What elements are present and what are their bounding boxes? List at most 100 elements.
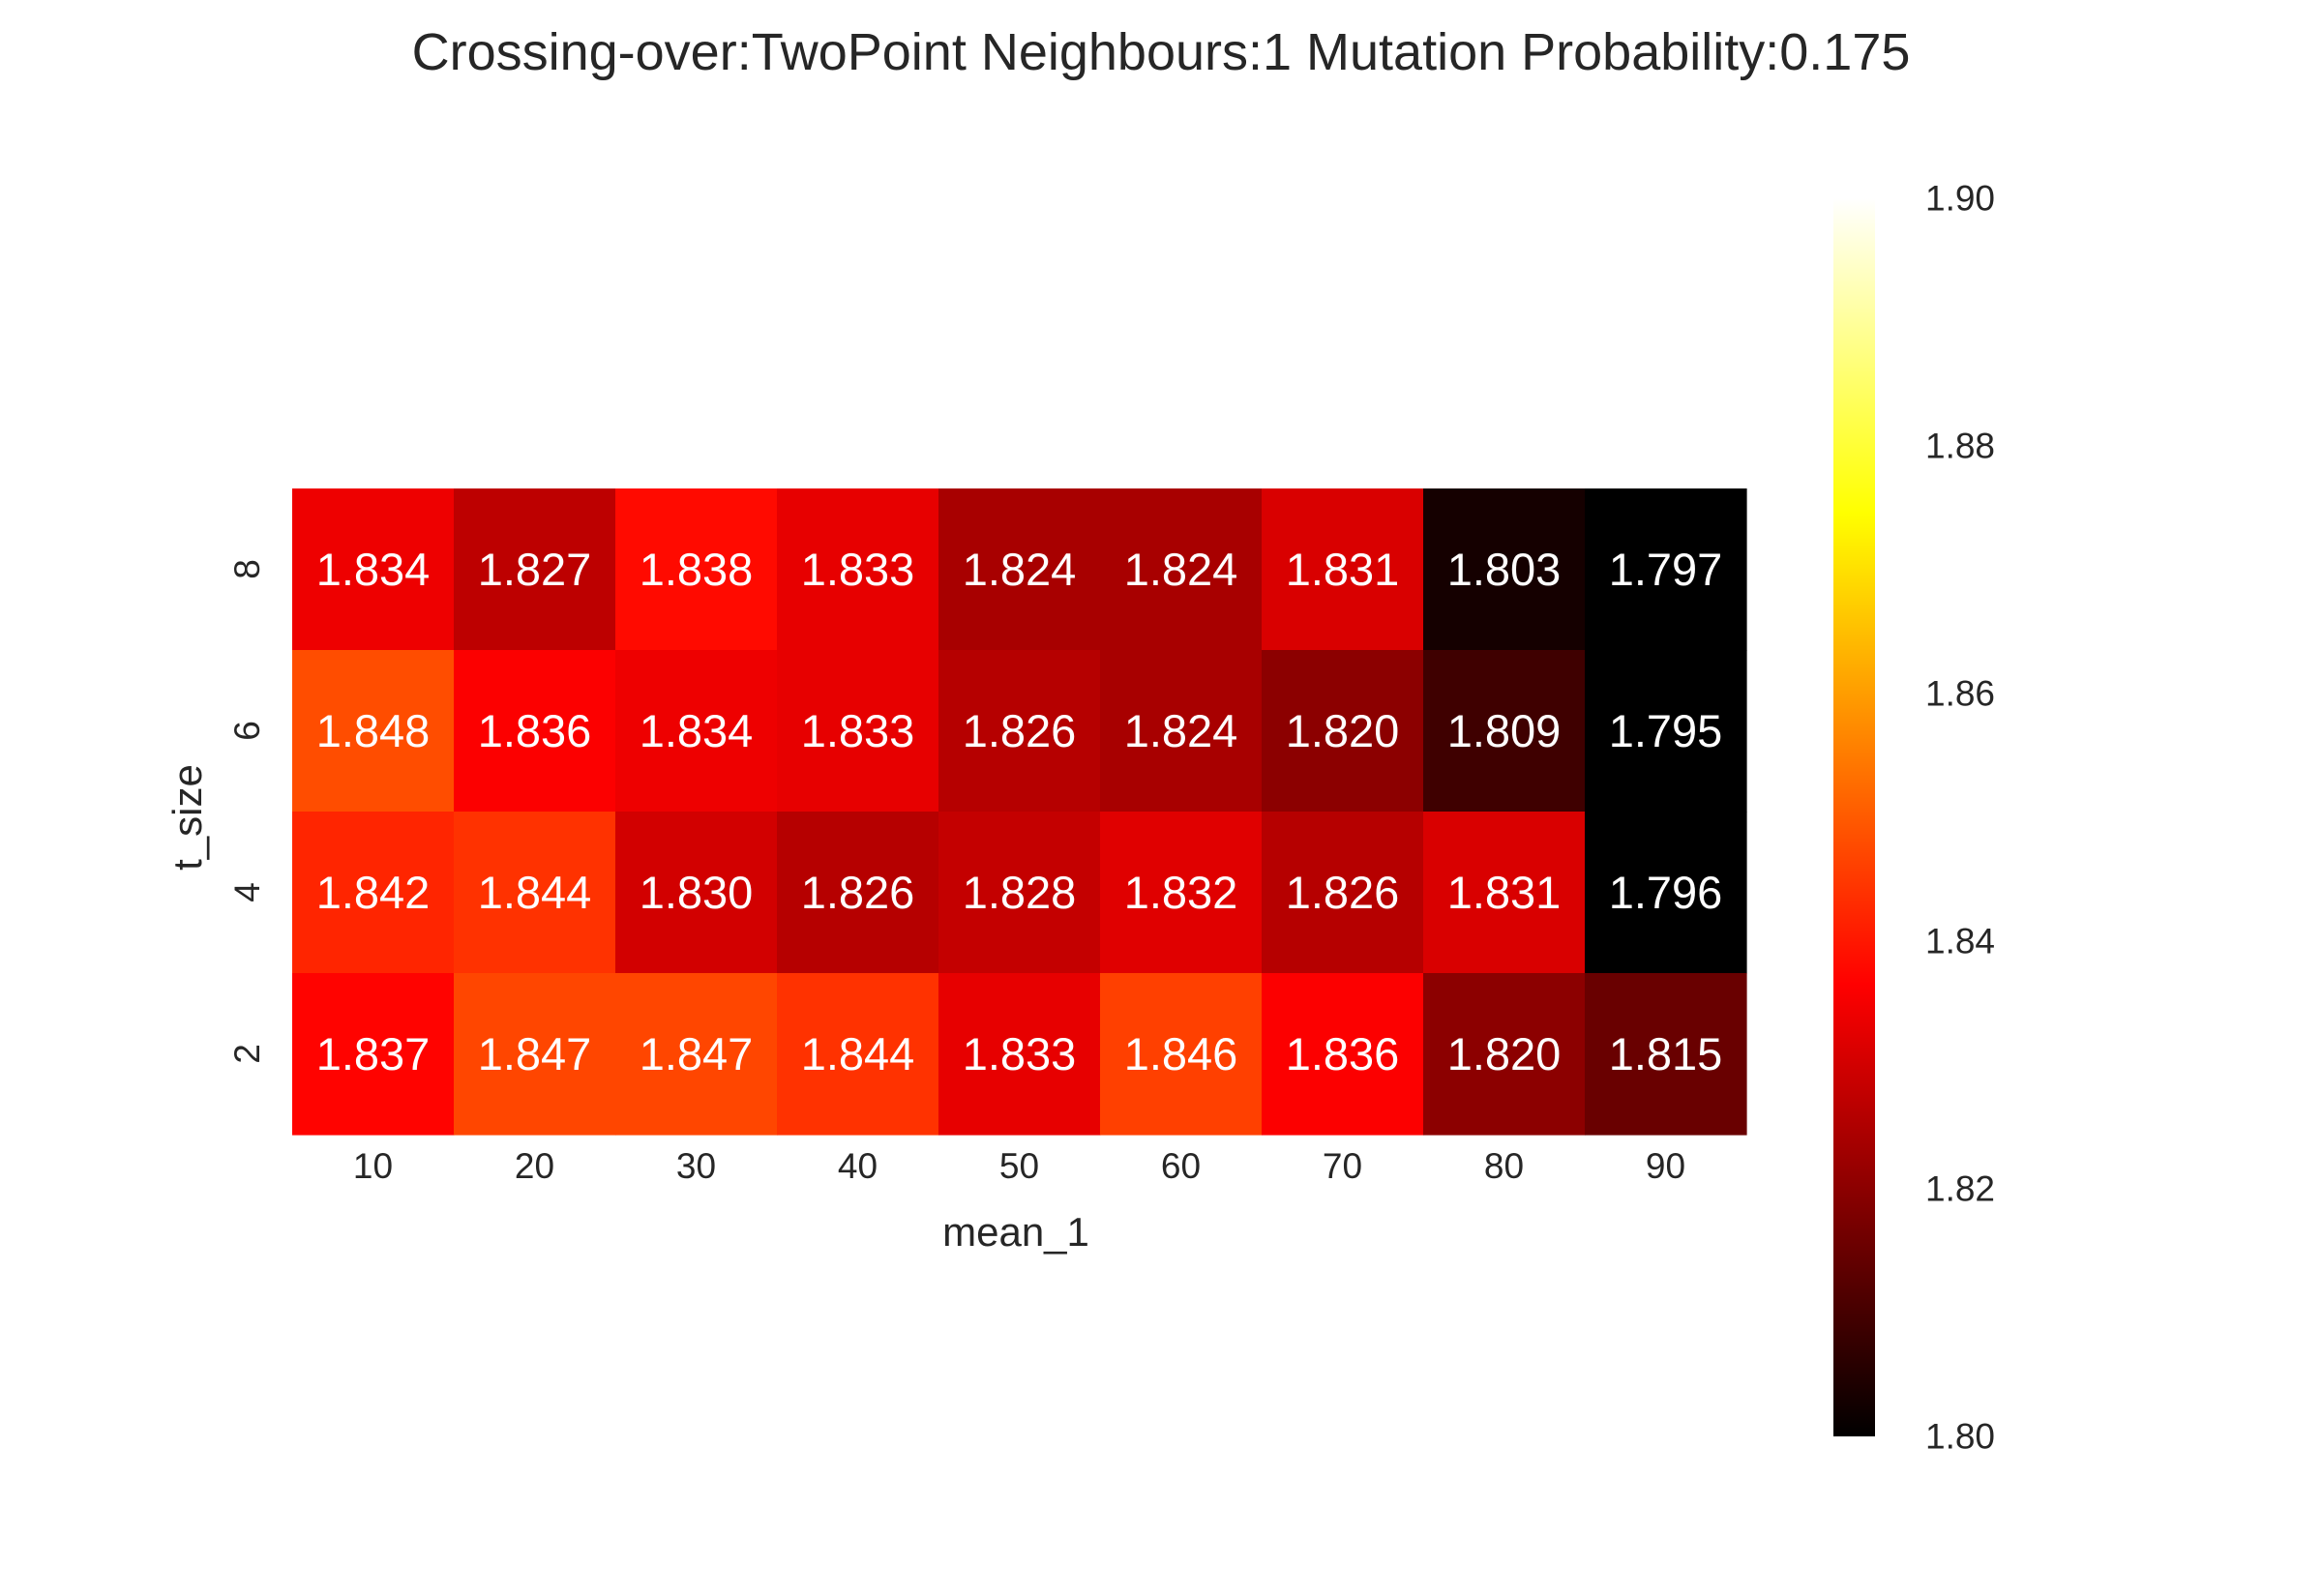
cell-value-label: 1.844 [478, 867, 592, 918]
cell-value-label: 1.833 [801, 705, 915, 756]
cell-value-label: 1.834 [640, 705, 754, 756]
heatmap-cell [1100, 812, 1263, 974]
heatmap-cell [1423, 812, 1586, 974]
colorbar-ticks: 1.80 1.82 1.84 1.86 1.88 1.90 [1925, 179, 1995, 1457]
cell-value-label: 1.833 [963, 1028, 1077, 1079]
x-tick-label: 20 [515, 1146, 554, 1186]
cell-value-label: 1.832 [1124, 867, 1238, 918]
cell-value-label: 1.826 [963, 705, 1077, 756]
heatmap-cell [777, 812, 939, 974]
cell-value-label: 1.848 [316, 705, 431, 756]
heatmap-cell [615, 973, 778, 1136]
cell-value-label: 1.834 [316, 544, 431, 595]
heatmap-cell [292, 488, 455, 651]
heatmap-cell [1100, 650, 1263, 813]
cell-value-label: 1.824 [963, 544, 1077, 595]
x-tick-label: 60 [1161, 1146, 1201, 1186]
heatmap-cell [1100, 973, 1263, 1136]
cell-value-label: 1.820 [1286, 705, 1400, 756]
colorbar-tick-label: 1.88 [1925, 427, 1995, 466]
heatmap-cell [615, 650, 778, 813]
cell-value-label: 1.833 [801, 544, 915, 595]
x-tick-label: 90 [1646, 1146, 1685, 1186]
cell-value-label: 1.824 [1124, 544, 1238, 595]
cell-value-label: 1.795 [1609, 705, 1723, 756]
cell-value-label: 1.831 [1286, 544, 1400, 595]
heatmap-cell [777, 488, 939, 651]
y-tick-label: 4 [227, 882, 267, 902]
cell-value-label: 1.803 [1447, 544, 1562, 595]
heatmap-cell [1100, 488, 1263, 651]
x-tick-label: 30 [676, 1146, 716, 1186]
heatmap-cell [1423, 488, 1586, 651]
cell-value-label: 1.838 [640, 544, 754, 595]
y-tick-label: 8 [227, 559, 267, 579]
heatmap-cell [1262, 973, 1424, 1136]
cell-value-label: 1.828 [963, 867, 1077, 918]
cell-value-label: 1.830 [640, 867, 754, 918]
cell-value-label: 1.826 [801, 867, 915, 918]
colorbar-tick-label: 1.82 [1925, 1169, 1995, 1209]
heatmap-cell [938, 488, 1101, 651]
cell-value-label: 1.797 [1609, 544, 1723, 595]
cell-value-label: 1.844 [801, 1028, 915, 1079]
cell-value-label: 1.796 [1609, 867, 1723, 918]
heatmap-cell [454, 650, 616, 813]
cell-value-label: 1.837 [316, 1028, 431, 1079]
cell-value-label: 1.809 [1447, 705, 1562, 756]
colorbar-tick-label: 1.90 [1925, 179, 1995, 219]
cell-value-label: 1.827 [478, 544, 592, 595]
heatmap-cell [1262, 650, 1424, 813]
colorbar-tick-label: 1.84 [1925, 922, 1995, 961]
heatmap-cell [938, 650, 1101, 813]
colorbar-tick-label: 1.86 [1925, 674, 1995, 714]
x-tick-label: 50 [999, 1146, 1039, 1186]
heatmap-cell [615, 488, 778, 651]
heatmap-cell [454, 488, 616, 651]
cell-value-label: 1.824 [1124, 705, 1238, 756]
heatmap-cell [454, 973, 616, 1136]
y-tick-label: 6 [227, 721, 267, 741]
heatmap-cells: 1.834 1.827 1.838 1.833 1.824 1.824 1.831 1.803… [292, 488, 1747, 1136]
cell-value-label: 1.842 [316, 867, 431, 918]
heatmap-cell [292, 812, 455, 974]
heatmap-cell [1423, 973, 1586, 1136]
y-tick-label: 2 [227, 1044, 267, 1064]
heatmap-cell [1262, 488, 1424, 651]
heatmap-cell [454, 812, 616, 974]
x-tick-label: 70 [1323, 1146, 1362, 1186]
x-tick-label: 40 [838, 1146, 878, 1186]
heatmap-cell [1585, 812, 1747, 974]
colorbar [1833, 198, 1875, 1436]
heatmap-cell [938, 812, 1101, 974]
heatmap-cell [938, 973, 1101, 1136]
chart-title: Crossing-over:TwoPoint Neighbours:1 Muta… [412, 23, 1911, 81]
heatmap-cell [1423, 650, 1586, 813]
heatmap-cell [1585, 650, 1747, 813]
heatmap-cell [292, 650, 455, 813]
y-axis-label: t_size [164, 764, 210, 871]
heatmap-cell [777, 650, 939, 813]
cell-value-label: 1.847 [478, 1028, 592, 1079]
x-axis-label: mean_1 [942, 1209, 1089, 1255]
heatmap-cell [292, 973, 455, 1136]
cell-value-label: 1.815 [1609, 1028, 1723, 1079]
cell-value-label: 1.826 [1286, 867, 1400, 918]
cell-value-label: 1.836 [1286, 1028, 1400, 1079]
cell-value-label: 1.820 [1447, 1028, 1562, 1079]
cell-value-label: 1.831 [1447, 867, 1562, 918]
cell-value-label: 1.836 [478, 705, 592, 756]
heatmap-cell [1262, 812, 1424, 974]
cell-value-label: 1.847 [640, 1028, 754, 1079]
x-tick-label: 80 [1484, 1146, 1524, 1186]
heatmap-cell [1585, 488, 1747, 651]
x-tick-label: 10 [353, 1146, 393, 1186]
colorbar-tick-label: 1.80 [1925, 1417, 1995, 1457]
cell-value-label: 1.846 [1124, 1028, 1238, 1079]
y-axis-ticks: 8 6 4 2 [227, 559, 267, 1064]
x-axis-ticks: 10 20 30 40 50 60 70 80 90 [353, 1146, 1685, 1186]
heatmap-cell [777, 973, 939, 1136]
heatmap-cell [1585, 973, 1747, 1136]
heatmap-cell [615, 812, 778, 974]
